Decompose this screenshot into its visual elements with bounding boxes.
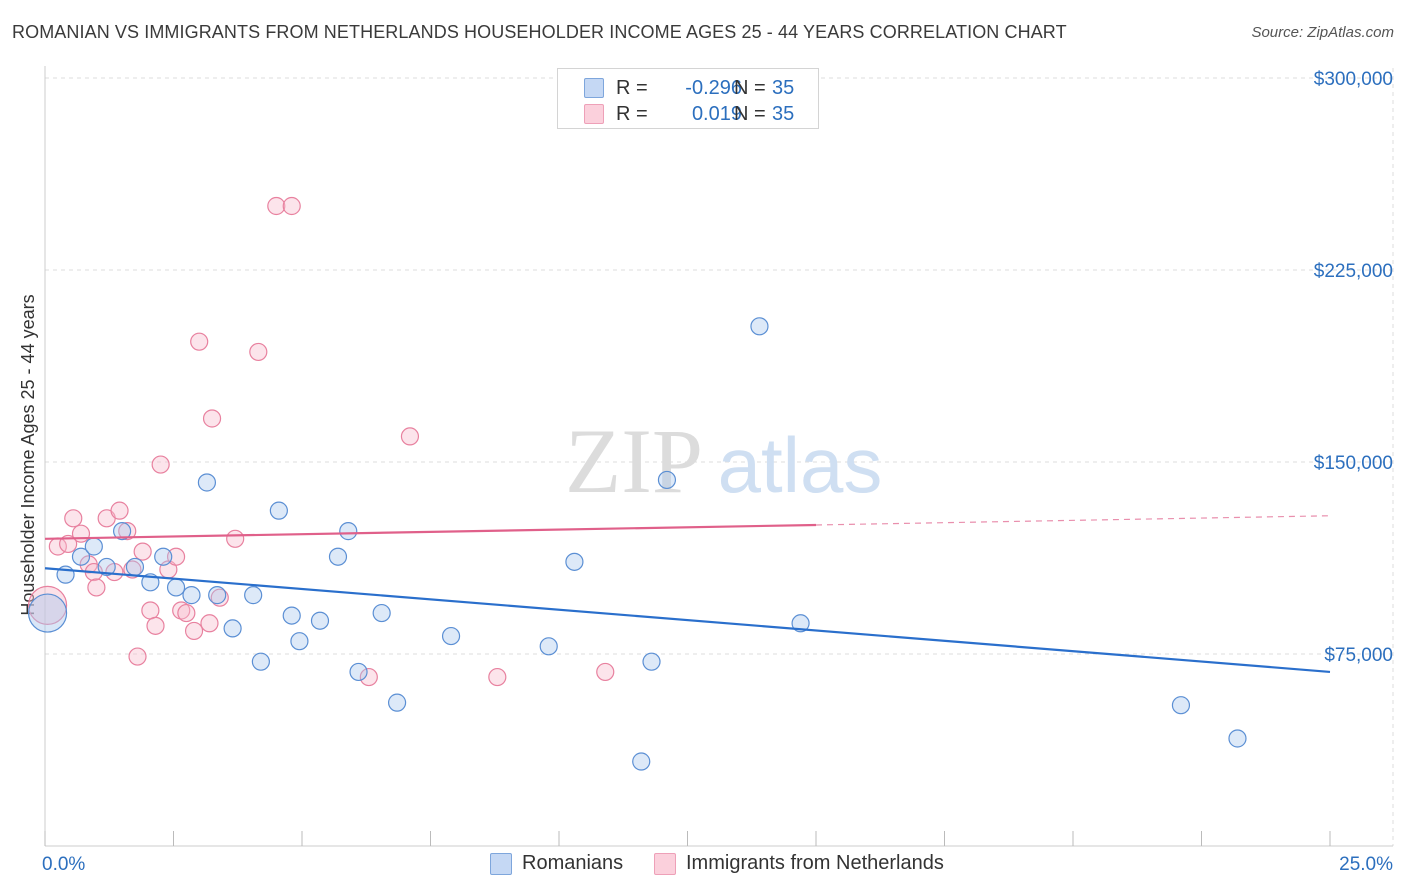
gridlines [45, 68, 1394, 846]
legend-n-label: N = [734, 103, 766, 125]
point-netherlands [400, 427, 420, 446]
point-romanian [251, 652, 270, 671]
y-tick-label: $150,000 [1314, 453, 1393, 474]
point-netherlands [596, 662, 615, 682]
legend-n-value: 35 [772, 77, 795, 99]
legend-n-value: 35 [772, 103, 795, 125]
point-romanian [290, 632, 309, 651]
trendline-romanians [44, 567, 1331, 674]
trendline-netherlands-extrapolated [815, 515, 1331, 526]
point-netherlands [267, 196, 286, 216]
point-romanian [657, 470, 677, 490]
legend-label-romanians: Romanians [522, 852, 624, 874]
point-romanian [632, 752, 651, 771]
point-romanian [97, 557, 116, 577]
legend-n-label: N = [734, 77, 766, 99]
point-netherlands [64, 509, 83, 528]
point-romanian [166, 578, 186, 597]
point-romanian [328, 547, 348, 566]
point-netherlands [123, 560, 142, 579]
point-romanian [642, 652, 661, 671]
trendlines [44, 515, 1331, 674]
axes [44, 66, 1393, 847]
correlation-legend: R = -0.296 N = 35 R = 0.019 N = 35 [557, 68, 819, 129]
point-romanian [282, 606, 301, 625]
point-romanian [154, 547, 173, 566]
legend-label-netherlands: Immigrants from Netherlands [686, 852, 944, 874]
point-romanian [1228, 729, 1247, 748]
legend-r-label: R = [616, 77, 648, 99]
point-netherlands [172, 601, 191, 620]
point-romanian [112, 522, 132, 541]
y-tick-labels: $75,000 $150,000 $225,000 $300,000 [1314, 69, 1393, 666]
point-romanian [27, 593, 68, 633]
point-netherlands [184, 621, 204, 641]
point-netherlands [202, 409, 222, 428]
point-romanian [387, 693, 407, 712]
point-romanian [372, 603, 391, 623]
x-tick-label: 25.0% [1339, 854, 1393, 875]
point-netherlands [27, 585, 68, 625]
point-romanian [441, 626, 461, 646]
point-netherlands [249, 342, 268, 362]
legend-swatch-netherlands [584, 104, 604, 124]
point-romanian [349, 662, 368, 682]
point-romanian [310, 611, 330, 630]
legend-swatch-netherlands [654, 853, 676, 875]
legend-r-value: 0.019 [691, 103, 742, 125]
legend-r-value: -0.296 [685, 77, 742, 99]
point-netherlands [128, 647, 147, 666]
point-netherlands [110, 501, 129, 520]
point-netherlands [87, 578, 106, 597]
point-netherlands [71, 524, 91, 543]
point-netherlands [141, 601, 160, 620]
watermark-atlas: atlas [718, 421, 883, 509]
point-netherlands [226, 529, 245, 548]
x-tick-label: 0.0% [42, 854, 85, 875]
y-tick-label: $225,000 [1314, 261, 1393, 282]
watermark: ZIP atlas [565, 410, 882, 512]
point-netherlands [59, 534, 78, 554]
point-netherlands [282, 196, 301, 216]
source-label: Source: ZipAtlas.com [1251, 24, 1394, 41]
point-romanian [223, 619, 242, 638]
point-romanian [339, 522, 358, 541]
point-netherlands [151, 455, 170, 474]
point-romanian [182, 586, 201, 605]
legend-r-label: R = [616, 103, 648, 125]
point-romanian [791, 614, 810, 633]
point-netherlands [210, 588, 229, 607]
y-tick-label: $300,000 [1314, 69, 1393, 90]
point-romanian [125, 557, 145, 577]
point-netherlands [118, 522, 137, 541]
point-romanian [539, 637, 558, 656]
point-netherlands [177, 603, 196, 623]
point-netherlands [190, 332, 209, 351]
point-romanian [750, 317, 769, 336]
point-netherlands [133, 542, 152, 561]
legend-swatch-romanians [490, 853, 512, 875]
series-romanians [27, 317, 1247, 771]
legend-swatch-romanians [584, 78, 604, 98]
chart-title: ROMANIAN VS IMMIGRANTS FROM NETHERLANDS … [12, 22, 1067, 42]
point-romanian [197, 473, 217, 492]
x-tick-labels: 0.0% 25.0% [42, 854, 1393, 875]
trendline-netherlands [44, 523, 817, 540]
point-romanian [208, 586, 227, 605]
y-tick-label: $75,000 [1324, 645, 1393, 666]
point-netherlands [200, 614, 219, 633]
watermark-zip: ZIP [565, 410, 703, 512]
point-netherlands [166, 547, 186, 566]
point-romanian [269, 501, 288, 520]
point-romanian [71, 547, 91, 566]
point-romanian [565, 552, 584, 571]
point-romanian [244, 586, 263, 605]
point-netherlands [359, 667, 378, 687]
point-romanian [1171, 696, 1191, 715]
point-netherlands [146, 616, 165, 635]
y-axis-label: Householder Income Ages 25 - 44 years [18, 294, 38, 615]
point-netherlands [488, 667, 507, 687]
point-romanian [84, 537, 103, 556]
